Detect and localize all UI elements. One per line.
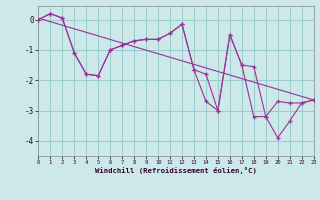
X-axis label: Windchill (Refroidissement éolien,°C): Windchill (Refroidissement éolien,°C): [95, 167, 257, 174]
